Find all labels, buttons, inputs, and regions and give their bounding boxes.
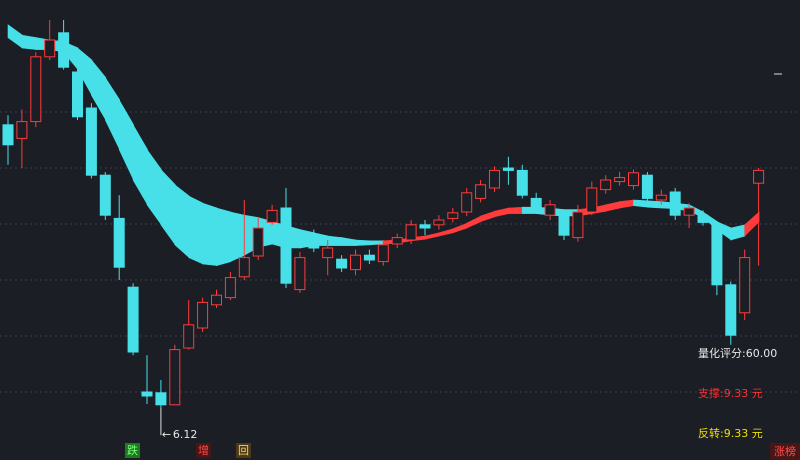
candle-body bbox=[544, 204, 556, 216]
candle-body bbox=[322, 247, 334, 259]
candle-body bbox=[572, 211, 584, 239]
candle-body bbox=[600, 179, 612, 191]
candle-body bbox=[224, 277, 236, 299]
candle-body bbox=[502, 167, 514, 171]
candle-body bbox=[461, 192, 473, 213]
candle-body bbox=[113, 217, 125, 268]
candle-body bbox=[99, 174, 111, 216]
candle-body bbox=[294, 257, 306, 291]
band-segment bbox=[730, 224, 746, 241]
candle-body bbox=[558, 214, 570, 236]
band-segment bbox=[21, 34, 37, 50]
candle-body bbox=[2, 124, 14, 146]
candle-body bbox=[197, 301, 209, 329]
candle-body bbox=[655, 194, 667, 201]
candle-body bbox=[530, 197, 542, 209]
support-label: 支撑:9.33 元 bbox=[698, 386, 763, 400]
low-marker-arrow: ← bbox=[162, 428, 171, 441]
rank-label: 涨榜 bbox=[774, 444, 796, 458]
candle-body bbox=[308, 234, 320, 249]
candle-body bbox=[183, 324, 195, 349]
candle-body bbox=[377, 244, 389, 263]
candle-body bbox=[238, 257, 250, 278]
signal-badge bbox=[236, 443, 251, 458]
candle-body bbox=[447, 212, 459, 219]
candle-body bbox=[252, 227, 264, 257]
candle-body bbox=[44, 39, 56, 58]
candle-body bbox=[169, 349, 181, 406]
band-segment bbox=[508, 206, 524, 214]
rank-badge bbox=[770, 443, 800, 460]
signal-label: 增 bbox=[198, 443, 209, 457]
candle-body bbox=[641, 174, 653, 199]
low-marker-label: 6.12 bbox=[173, 428, 198, 441]
candle-body bbox=[363, 254, 375, 261]
candle-body bbox=[586, 187, 598, 213]
candle-body bbox=[350, 254, 361, 271]
band-segment bbox=[327, 235, 343, 246]
signal-badge bbox=[196, 443, 211, 458]
candle-body bbox=[614, 177, 626, 183]
signal-label: 跌 bbox=[127, 443, 138, 457]
candle-body bbox=[725, 284, 737, 336]
candle-body bbox=[628, 172, 639, 187]
candle-body bbox=[433, 219, 445, 226]
candle-body bbox=[669, 191, 681, 216]
candle-body bbox=[683, 207, 695, 216]
band-segment bbox=[216, 207, 232, 266]
candle-body bbox=[336, 258, 348, 269]
band-segment bbox=[174, 184, 190, 259]
band-segment bbox=[633, 199, 649, 208]
candle-body bbox=[739, 257, 751, 314]
band-segment bbox=[369, 240, 385, 246]
candle-body bbox=[280, 207, 292, 284]
band-segment bbox=[647, 200, 663, 209]
signal-badge bbox=[125, 443, 140, 458]
candle-body bbox=[489, 169, 500, 189]
band-segment bbox=[188, 195, 204, 265]
candle-body bbox=[266, 209, 278, 223]
band-segment bbox=[230, 211, 246, 263]
candle-layer: ← 6.12 bbox=[2, 20, 765, 441]
candle-body bbox=[405, 224, 417, 241]
score-label: 量化评分:60.00 bbox=[698, 346, 777, 360]
candle-body bbox=[419, 224, 431, 229]
candle-body bbox=[58, 32, 70, 68]
candle-body bbox=[753, 169, 765, 184]
candle-body bbox=[16, 121, 28, 139]
candle-body bbox=[711, 224, 723, 286]
candle-body bbox=[516, 169, 528, 196]
candle-body bbox=[127, 286, 139, 353]
candle-body bbox=[72, 71, 83, 118]
grid bbox=[0, 111, 800, 393]
band-segment bbox=[202, 202, 218, 266]
candle-body bbox=[391, 237, 403, 245]
signal-label: 回 bbox=[238, 444, 249, 457]
candle-body bbox=[697, 214, 709, 223]
candle-body bbox=[211, 294, 222, 306]
candle-body bbox=[30, 56, 42, 123]
band-segment bbox=[355, 239, 371, 246]
candle-body bbox=[475, 184, 487, 199]
candle-body bbox=[85, 107, 97, 176]
reversal-label: 反转:9.33 元 bbox=[698, 426, 763, 440]
candle-body bbox=[155, 392, 167, 406]
candle-body bbox=[141, 391, 153, 397]
